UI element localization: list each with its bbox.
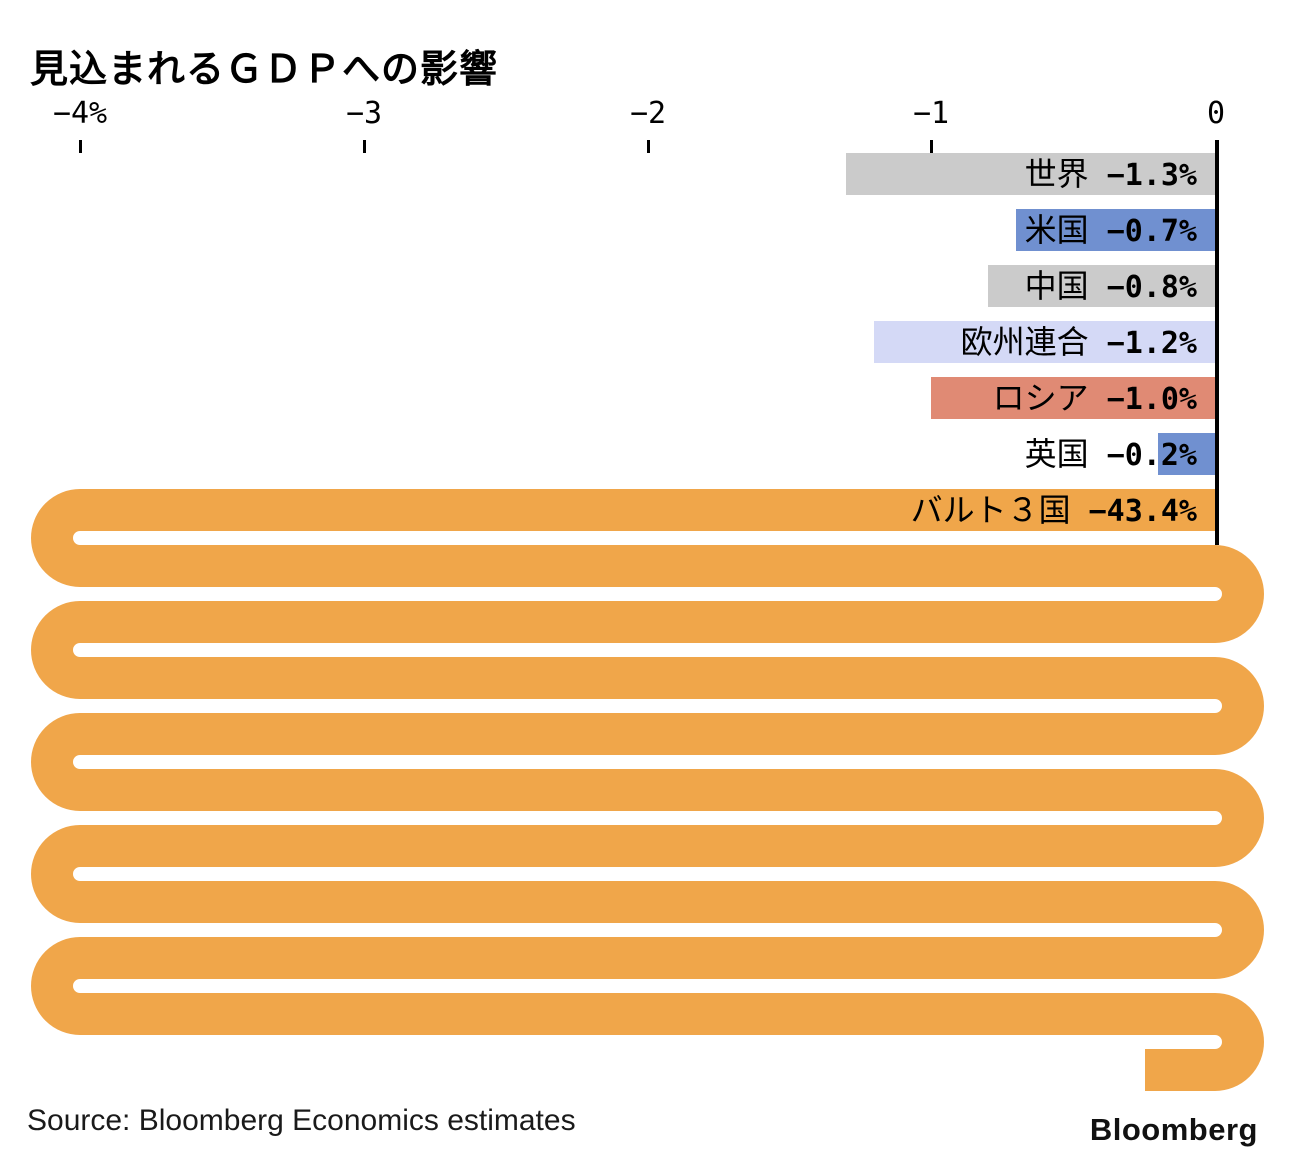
bar-label-china: 中国 −0.8% xyxy=(1025,265,1197,307)
axis-tick-label: −1 xyxy=(912,96,950,131)
axis-tick-mark xyxy=(79,140,82,153)
bar-value: −1.0% xyxy=(1106,382,1197,417)
bar-value: −43.4% xyxy=(1088,494,1197,529)
bar-uk xyxy=(1158,433,1215,475)
bar-value: −0.8% xyxy=(1106,270,1197,305)
bar-value: −1.2% xyxy=(1106,326,1197,361)
bar-category: 世界 xyxy=(1024,155,1089,193)
bar-category: 中国 xyxy=(1024,267,1089,305)
bar-category: ロシア xyxy=(992,379,1089,417)
bar-category: バルト３国 xyxy=(910,491,1071,529)
bar-china xyxy=(988,265,1215,307)
axis-tick-label: −3 xyxy=(345,96,383,131)
bar-world xyxy=(846,153,1215,195)
bar-label-baltics: バルト３国 −43.4% xyxy=(911,489,1197,531)
bar-label-eu: 欧州連合 −1.2% xyxy=(961,321,1197,363)
bar-russia xyxy=(931,377,1215,419)
axis-tick-mark xyxy=(930,140,933,153)
bar-category: 米国 xyxy=(1024,211,1089,249)
bar-value: −1.3% xyxy=(1106,158,1197,193)
axis-tick-mark xyxy=(647,140,650,153)
bar-eu xyxy=(874,321,1215,363)
baltics-bar-snake-path xyxy=(31,489,1264,1091)
axis-tick-mark xyxy=(363,140,366,153)
bar-label-world: 世界 −1.3% xyxy=(1025,153,1197,195)
axis-tick-label: −2 xyxy=(629,96,667,131)
bloomberg-logo: Bloomberg xyxy=(1089,1112,1258,1147)
zero-axis-line xyxy=(1215,140,1219,545)
axis-tick-label: −4% xyxy=(52,96,108,131)
bar-label-uk: 英国 −0.2% xyxy=(1025,433,1197,475)
axis-tick-label: 0 xyxy=(1206,96,1226,131)
bar-label-russia: ロシア −1.0% xyxy=(993,377,1197,419)
bar-value: −0.7% xyxy=(1106,214,1197,249)
bar-us xyxy=(1016,209,1215,251)
bar-value: −0.2% xyxy=(1106,438,1197,473)
bar-category: 欧州連合 xyxy=(960,323,1089,361)
bar-label-us: 米国 −0.7% xyxy=(1025,209,1197,251)
source-credit: Source: Bloomberg Economics estimates xyxy=(27,1104,576,1137)
chart-title: 見込まれるＧＤＰへの影響 xyxy=(30,47,499,91)
bar-category: 英国 xyxy=(1024,435,1089,473)
